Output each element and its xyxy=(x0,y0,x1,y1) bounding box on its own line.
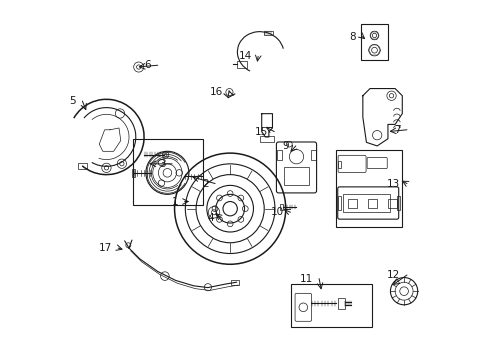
Bar xyxy=(78,163,86,169)
Bar xyxy=(279,204,283,210)
Text: 8: 8 xyxy=(348,32,355,41)
Text: 1: 1 xyxy=(171,197,178,207)
Text: 6: 6 xyxy=(144,60,151,70)
Bar xyxy=(396,196,399,210)
Text: 11: 11 xyxy=(299,274,312,284)
Text: 5: 5 xyxy=(69,96,76,106)
Bar xyxy=(284,167,308,185)
Text: 3: 3 xyxy=(159,159,165,169)
Bar xyxy=(260,136,274,142)
Text: 2: 2 xyxy=(202,179,208,189)
Bar xyxy=(367,199,376,208)
Text: 13: 13 xyxy=(386,179,400,189)
Bar xyxy=(231,280,239,285)
Bar xyxy=(335,149,402,226)
Text: 4: 4 xyxy=(207,213,214,222)
Text: 12: 12 xyxy=(386,270,400,280)
Bar xyxy=(343,194,389,212)
Bar xyxy=(337,196,340,210)
Bar xyxy=(348,199,357,208)
Bar xyxy=(290,284,371,327)
Text: 15: 15 xyxy=(254,127,267,136)
Bar xyxy=(133,139,203,205)
Bar xyxy=(337,298,344,309)
Bar xyxy=(264,31,273,35)
Bar xyxy=(276,149,282,160)
Text: 16: 16 xyxy=(209,87,223,97)
Text: 10: 10 xyxy=(270,207,284,217)
Text: 17: 17 xyxy=(99,243,112,253)
Bar xyxy=(337,161,340,167)
Bar xyxy=(132,168,135,177)
Bar xyxy=(310,149,316,160)
Text: 9: 9 xyxy=(282,141,289,151)
Bar xyxy=(360,24,387,60)
Bar xyxy=(387,199,396,208)
Text: 14: 14 xyxy=(238,51,251,61)
Bar xyxy=(236,61,247,68)
Text: 7: 7 xyxy=(393,125,400,135)
